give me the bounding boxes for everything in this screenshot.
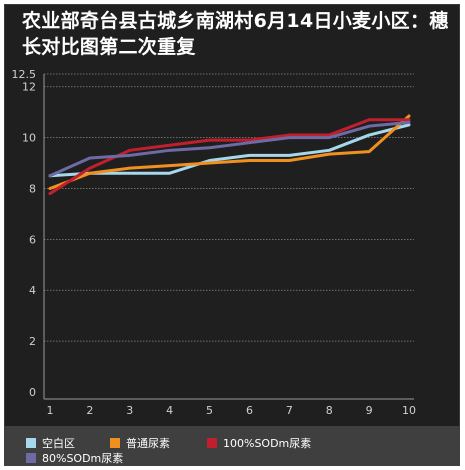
- legend-item: 80%SODm尿素: [26, 450, 123, 466]
- chart-panel: [4, 4, 460, 466]
- x-tick-label: 6: [246, 404, 253, 417]
- x-tick-label: 3: [126, 404, 133, 417]
- y-tick-label: 10: [22, 132, 36, 145]
- y-tick-label: 12.5: [12, 68, 37, 81]
- legend-swatch: [26, 453, 36, 463]
- legend-label: 100%SODm尿素: [223, 437, 312, 450]
- series-line: [48, 120, 411, 178]
- grid-layer: [44, 73, 414, 342]
- series-line: [48, 114, 411, 190]
- legend-swatch: [207, 438, 217, 448]
- legend-swatch: [110, 438, 120, 448]
- y-tick-label: 12: [22, 81, 36, 94]
- series-line: [48, 123, 411, 178]
- series-line: [48, 118, 411, 196]
- y-tick-label: 8: [29, 182, 36, 195]
- legend: 空白区 普通尿素 100%SODm尿素 80%SODm尿素: [4, 426, 460, 466]
- legend-label: 80%SODm尿素: [42, 452, 124, 465]
- x-tick-label: 10: [402, 404, 416, 417]
- y-tick-label: 4: [29, 284, 36, 297]
- x-tick-label: 2: [86, 404, 93, 417]
- chart-title: 农业部奇台县古城乡南湖村6月14日小麦小区：穗长对比图第二次重复: [22, 10, 449, 58]
- legend-label: 普通尿素: [126, 437, 170, 450]
- y-tick-label: 0: [29, 386, 36, 399]
- x-tick-label: 5: [206, 404, 213, 417]
- legend-item: 100%SODm尿素: [207, 435, 311, 451]
- legend-label: 空白区: [42, 437, 75, 450]
- x-tick-label: 9: [366, 404, 373, 417]
- y-tick-label: 6: [29, 233, 36, 246]
- series-layer: [48, 114, 411, 196]
- x-tick-label: 7: [286, 404, 293, 417]
- legend-item: 空白区: [26, 435, 75, 451]
- x-tick-label: 1: [47, 404, 54, 417]
- legend-swatch: [26, 438, 36, 448]
- y-tick-label: 2: [29, 335, 36, 348]
- legend-item: 普通尿素: [110, 435, 170, 451]
- x-tick-label: 4: [166, 404, 173, 417]
- x-tick-label: 8: [326, 404, 333, 417]
